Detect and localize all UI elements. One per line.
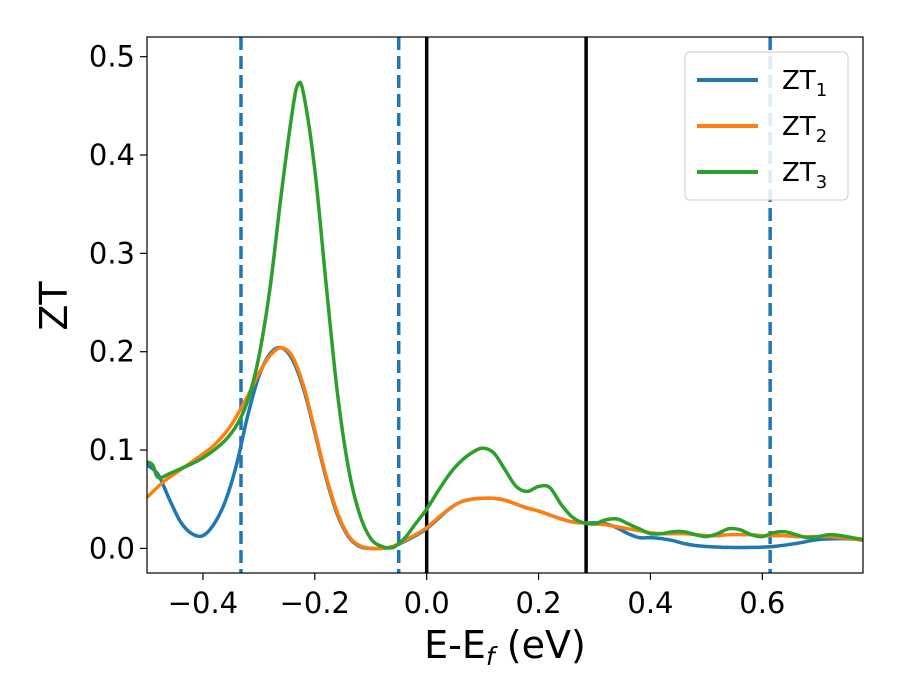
x-tick-label: 0.0 — [404, 586, 450, 620]
x-tick-label: 0.2 — [516, 586, 562, 620]
y-axis-title: ZT — [32, 281, 76, 331]
x-tick-label: −0.2 — [280, 586, 350, 620]
x-axis-title: E-Ef (eV) — [424, 623, 586, 671]
series-lines — [147, 80, 863, 551]
x-tick-label: 0.6 — [739, 586, 785, 620]
legend-label-zt3: ZT3 — [782, 158, 827, 193]
legend-label-zt2: ZT2 — [782, 112, 827, 147]
y-tick-label: 0.0 — [89, 531, 135, 565]
legend-box — [684, 51, 849, 201]
y-tick-label: 0.4 — [89, 138, 135, 172]
y-tick-label: 0.2 — [89, 335, 135, 369]
series-line-zt3 — [147, 80, 863, 550]
vertical-reference-lines — [239, 37, 772, 573]
y-tick-label: 0.1 — [89, 433, 135, 467]
x-tick-label: 0.4 — [627, 586, 673, 620]
y-tick-label: 0.3 — [89, 236, 135, 270]
plot-frame — [146, 36, 864, 574]
x-tick-label: −0.4 — [168, 586, 238, 620]
legend-label-zt1: ZT1 — [782, 66, 827, 101]
y-axis-ticks: 0.0 0.1 0.2 0.3 0.4 0.5 — [89, 40, 147, 565]
x-axis-ticks: −0.4 −0.2 0.0 0.2 0.4 0.6 — [168, 573, 785, 620]
y-tick-label: 0.5 — [89, 40, 135, 74]
legend: ZT1 ZT2 ZT3 — [684, 51, 849, 201]
